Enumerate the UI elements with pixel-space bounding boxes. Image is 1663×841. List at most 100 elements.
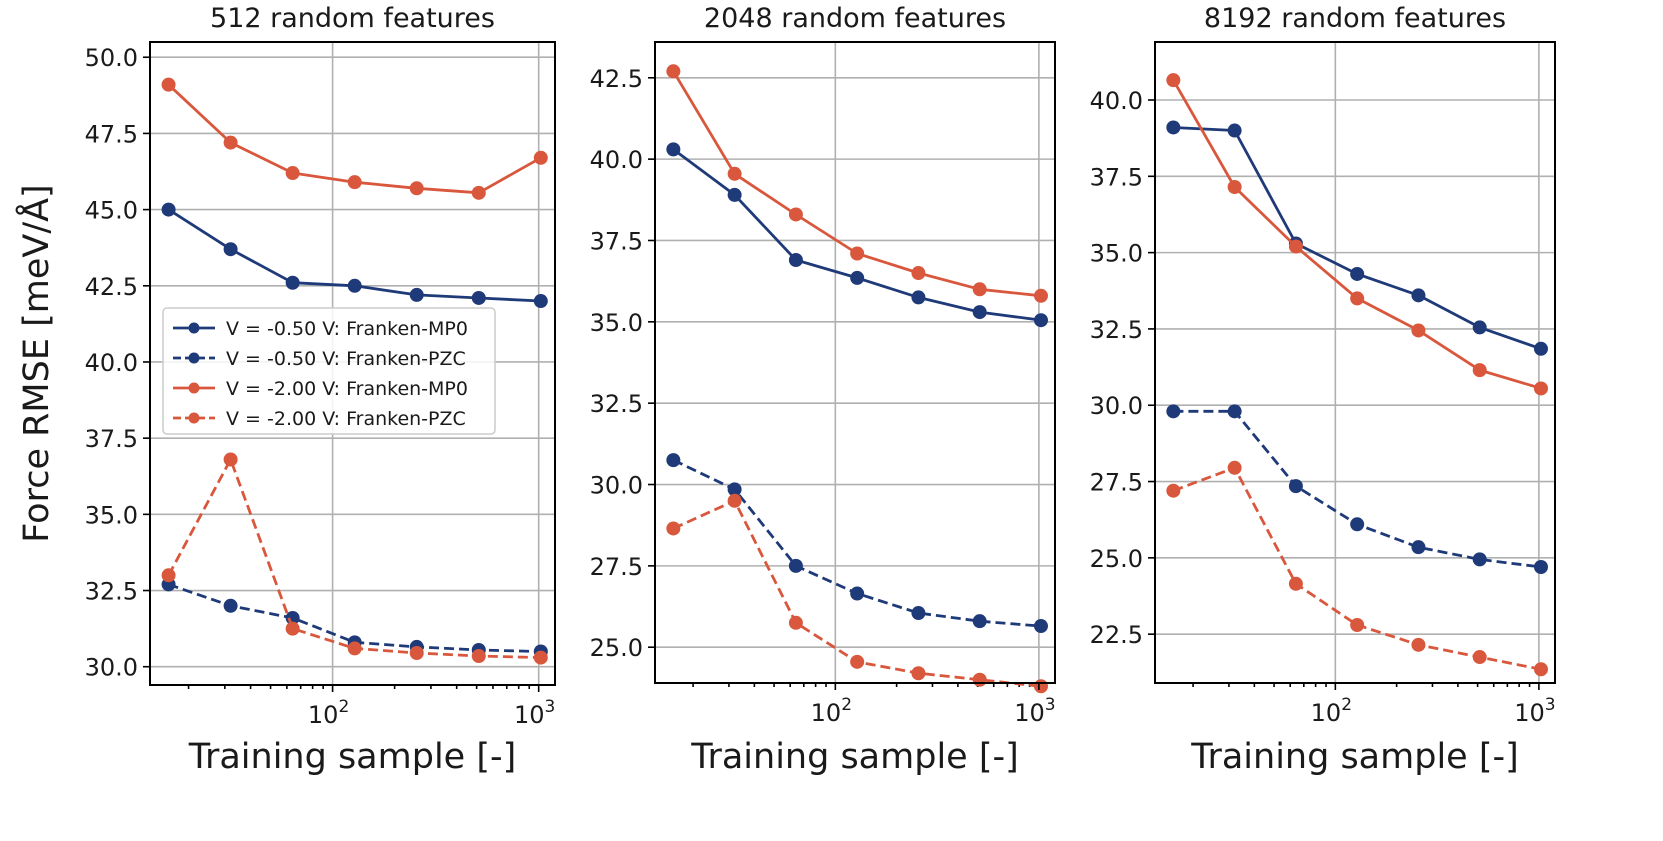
panel-title: 8192 random features xyxy=(1204,3,1506,34)
y-tick-label: 40.0 xyxy=(85,349,138,377)
data-point xyxy=(666,142,681,157)
data-point xyxy=(1166,483,1181,498)
data-point xyxy=(161,202,176,217)
legend-label-0: V = -0.50 V: Franken-MP0 xyxy=(226,318,468,340)
x-axis-label: Training sample [-] xyxy=(188,737,517,777)
data-point xyxy=(1288,479,1303,494)
data-point xyxy=(911,266,926,281)
data-point xyxy=(727,166,742,181)
legend-label-2: V = -2.00 V: Franken-MP0 xyxy=(226,378,468,400)
data-point xyxy=(347,641,362,656)
data-point xyxy=(1411,288,1426,303)
data-point xyxy=(788,207,803,222)
y-tick-label: 30.0 xyxy=(1090,392,1143,420)
y-tick-label: 30.0 xyxy=(85,654,138,682)
data-point xyxy=(533,294,548,309)
data-point xyxy=(285,275,300,290)
data-point xyxy=(666,453,681,468)
y-axis-label: Force RMSE [meV/Å] xyxy=(14,184,57,542)
y-tick-label: 27.5 xyxy=(590,553,643,581)
legend-marker-3 xyxy=(188,412,200,424)
x-tick-label: 103 xyxy=(1014,695,1055,727)
panel-512-features: 30.0 32.5 35.0 37.5 40.0 42.5 45.0 47.5 50.0 102 1… xyxy=(14,3,556,777)
data-point xyxy=(788,253,803,268)
data-point xyxy=(850,246,865,261)
plot-frame xyxy=(149,41,556,686)
data-point xyxy=(533,650,548,665)
data-point xyxy=(1033,679,1048,694)
data-point xyxy=(1166,404,1181,419)
series-line-0 xyxy=(1173,126,1542,351)
legend-marker-1 xyxy=(188,352,200,364)
x-tick-label: 103 xyxy=(1514,695,1555,727)
data-point xyxy=(666,64,681,79)
data-point xyxy=(1227,179,1242,194)
data-point xyxy=(223,452,238,467)
y-tick-label: 35.0 xyxy=(1090,240,1143,268)
data-point xyxy=(285,621,300,636)
legend-box xyxy=(162,307,496,435)
data-point xyxy=(223,242,238,257)
data-point xyxy=(1033,313,1048,328)
data-point xyxy=(1533,662,1548,677)
data-point xyxy=(1350,618,1365,633)
data-point xyxy=(285,166,300,181)
panel-title: 512 random features xyxy=(210,3,495,34)
y-tick-label: 37.5 xyxy=(1090,163,1143,191)
data-point xyxy=(471,649,486,664)
y-tick-label: 27.5 xyxy=(1090,469,1143,497)
data-point xyxy=(1033,619,1048,634)
data-point xyxy=(471,290,486,305)
x-tick-label: 102 xyxy=(308,697,349,729)
y-tick-label: 40.0 xyxy=(590,146,643,174)
y-tick-label: 25.0 xyxy=(590,634,643,662)
series-line-1 xyxy=(1173,409,1542,569)
y-tick-label: 32.5 xyxy=(1090,316,1143,344)
data-point xyxy=(1033,288,1048,303)
y-tick-label: 42.5 xyxy=(590,65,643,93)
data-point xyxy=(1411,540,1426,555)
data-point xyxy=(1350,266,1365,281)
series-line-2 xyxy=(1172,79,1542,390)
data-point xyxy=(223,135,238,150)
data-point xyxy=(533,150,548,165)
data-point xyxy=(1533,560,1548,575)
data-point xyxy=(972,614,987,629)
data-point xyxy=(409,646,424,661)
data-point xyxy=(1350,291,1365,306)
y-tick-label: 35.0 xyxy=(85,501,138,529)
data-point xyxy=(911,666,926,681)
data-point xyxy=(911,290,926,305)
data-point xyxy=(1166,73,1181,88)
data-point xyxy=(1411,637,1426,652)
series-line-2 xyxy=(672,70,1042,298)
data-point xyxy=(1533,341,1548,356)
y-tick-label: 30.0 xyxy=(590,472,643,500)
legend-marker-2 xyxy=(188,382,200,394)
data-point xyxy=(1472,552,1487,567)
x-axis-label: Training sample [-] xyxy=(1190,737,1519,777)
data-point xyxy=(1227,123,1242,138)
y-tick-label: 25.0 xyxy=(1090,545,1143,573)
data-point xyxy=(727,493,742,508)
series-line-3 xyxy=(167,458,541,659)
legend-marker-0 xyxy=(188,322,200,334)
x-tick-label: 103 xyxy=(514,697,555,729)
panel-2048-features: 25.0 27.5 30.0 32.5 35.0 37.5 40.0 42.5 102 103 20… xyxy=(590,3,1056,777)
legend-label-3: V = -2.00 V: Franken-PZC xyxy=(226,408,466,430)
data-point xyxy=(788,558,803,573)
x-tick-label: 102 xyxy=(1311,695,1352,727)
data-point xyxy=(1350,517,1365,532)
x-tick-label: 102 xyxy=(811,695,852,727)
data-point xyxy=(666,521,681,536)
data-point xyxy=(727,187,742,202)
data-point xyxy=(1227,404,1242,419)
data-point xyxy=(347,175,362,190)
data-point xyxy=(850,654,865,669)
data-point xyxy=(850,270,865,285)
series-line-3 xyxy=(1172,466,1542,671)
data-point xyxy=(1533,381,1548,396)
y-tick-label: 35.0 xyxy=(590,309,643,337)
data-point xyxy=(1472,320,1487,335)
